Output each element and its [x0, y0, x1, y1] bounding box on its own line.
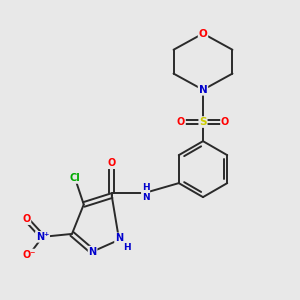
Text: H
N: H N	[142, 183, 149, 203]
Text: Cl: Cl	[70, 173, 80, 183]
Text: N⁺: N⁺	[36, 232, 49, 242]
Text: O: O	[22, 214, 31, 224]
Text: O: O	[199, 28, 207, 38]
Text: O⁻: O⁻	[22, 250, 36, 260]
Text: S: S	[199, 117, 207, 127]
Text: H: H	[123, 243, 130, 252]
Text: O: O	[221, 117, 229, 127]
Text: N: N	[88, 247, 97, 256]
Text: N: N	[115, 233, 123, 243]
Text: N: N	[199, 85, 207, 95]
Text: O: O	[108, 158, 116, 168]
Text: O: O	[177, 117, 185, 127]
